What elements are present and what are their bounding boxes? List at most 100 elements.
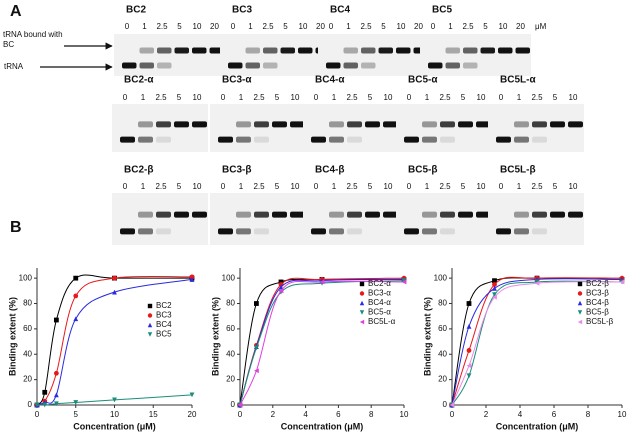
lane-label: 2.5 bbox=[360, 22, 372, 31]
gel-label: BC4 bbox=[330, 5, 350, 16]
gel-band bbox=[254, 121, 269, 128]
lane-label: 5 bbox=[368, 93, 373, 102]
legend-label: BC3-α bbox=[368, 289, 391, 298]
lane-label: 20 bbox=[414, 22, 423, 31]
data-point bbox=[492, 282, 497, 287]
x-tick-label: 10 bbox=[618, 410, 627, 419]
gel-band bbox=[122, 62, 137, 69]
lane-label: 20 bbox=[210, 22, 219, 31]
gel-band bbox=[311, 136, 326, 143]
data-point bbox=[466, 363, 472, 369]
x-tick-label: 15 bbox=[149, 410, 158, 419]
gel-band bbox=[245, 47, 260, 54]
legend-label: BC2-α bbox=[368, 279, 391, 288]
gel-band bbox=[365, 121, 380, 128]
lane-label: 1 bbox=[517, 182, 522, 191]
gel-band bbox=[498, 47, 513, 54]
lane-label: 20 bbox=[316, 22, 325, 31]
gel-image bbox=[396, 193, 492, 245]
data-point bbox=[319, 279, 325, 285]
legend-label: BC3 bbox=[156, 311, 172, 320]
panel-label: A bbox=[10, 3, 22, 20]
gel-band bbox=[515, 47, 530, 54]
gel-image bbox=[488, 193, 584, 245]
gel-band bbox=[174, 47, 189, 54]
lane-label: 2.5 bbox=[439, 93, 451, 102]
gel-band bbox=[236, 211, 251, 218]
data-point bbox=[53, 370, 59, 376]
y-tick-label: 0 bbox=[231, 400, 236, 409]
lane-label: 5 bbox=[275, 182, 280, 191]
lane-label: 1 bbox=[248, 22, 253, 31]
y-tick-label: 0 bbox=[28, 400, 33, 409]
gel-band bbox=[568, 211, 583, 218]
gel-band bbox=[550, 211, 565, 218]
gel-band bbox=[532, 211, 547, 218]
data-point bbox=[254, 368, 259, 374]
gel-image bbox=[114, 34, 225, 76]
gel-band bbox=[343, 47, 358, 54]
gel-unit: μM bbox=[535, 22, 547, 31]
gel-band bbox=[263, 47, 278, 54]
y-axis-label: Binding extent (%) bbox=[210, 297, 220, 376]
lane-label: 0 bbox=[125, 22, 130, 31]
gel-label: BC3-α bbox=[222, 75, 252, 86]
gel-band bbox=[120, 228, 135, 235]
y-tick-label: 60 bbox=[23, 324, 32, 333]
data-point bbox=[466, 348, 472, 353]
legend-label: BC4-β bbox=[586, 298, 609, 307]
lane-label: 2.5 bbox=[156, 22, 168, 31]
gel-band bbox=[290, 121, 305, 128]
data-point bbox=[42, 402, 48, 408]
data-point bbox=[254, 301, 259, 306]
lane-label: 2.5 bbox=[253, 182, 265, 191]
legend-marker bbox=[147, 303, 153, 309]
x-tick-label: 0 bbox=[238, 410, 243, 419]
lane-label: 0 bbox=[407, 182, 412, 191]
gel-band bbox=[361, 47, 376, 54]
data-point bbox=[53, 317, 59, 323]
lane-label: 2.5 bbox=[155, 182, 167, 191]
lane-label: 0 bbox=[221, 182, 226, 191]
legend-label: BC5 bbox=[156, 330, 172, 339]
lane-label: 5 bbox=[177, 182, 182, 191]
gel-band bbox=[440, 136, 455, 143]
gel-label: BC3-β bbox=[222, 165, 251, 176]
gel-band bbox=[263, 62, 278, 69]
legend-marker bbox=[359, 291, 365, 296]
lane-label: 10 bbox=[384, 182, 393, 191]
arrow-label: tRNA bbox=[4, 62, 24, 71]
gel-band bbox=[404, 136, 419, 143]
gel-label: BC5 bbox=[432, 5, 452, 16]
arrow-label: tRNA bound with BC bbox=[3, 30, 63, 49]
gel-band bbox=[254, 228, 269, 235]
data-point bbox=[34, 402, 40, 408]
gel-label: BC5-β bbox=[408, 165, 437, 176]
lane-label: 2.5 bbox=[346, 182, 358, 191]
gel-band bbox=[192, 211, 207, 218]
x-tick-label: 4 bbox=[518, 410, 523, 419]
gel-band bbox=[254, 211, 269, 218]
data-point bbox=[112, 275, 117, 281]
gel-band bbox=[383, 211, 398, 218]
data-point bbox=[53, 401, 59, 407]
data-point bbox=[189, 392, 195, 398]
data-point bbox=[534, 279, 540, 285]
legend-label: BC3-β bbox=[586, 289, 609, 298]
series-line bbox=[36, 274, 192, 406]
gel-band bbox=[514, 228, 529, 235]
gel-band bbox=[440, 228, 455, 235]
x-tick-label: 8 bbox=[586, 410, 591, 419]
gel-band bbox=[422, 136, 437, 143]
lane-label: 0 bbox=[407, 93, 412, 102]
gel-band bbox=[361, 62, 376, 69]
lane-label: 1 bbox=[448, 22, 453, 31]
gel-band bbox=[192, 121, 207, 128]
gel-band bbox=[138, 121, 153, 128]
gel-band bbox=[236, 121, 251, 128]
gel-image bbox=[396, 104, 492, 152]
gel-band bbox=[496, 136, 511, 143]
data-point bbox=[466, 301, 472, 306]
